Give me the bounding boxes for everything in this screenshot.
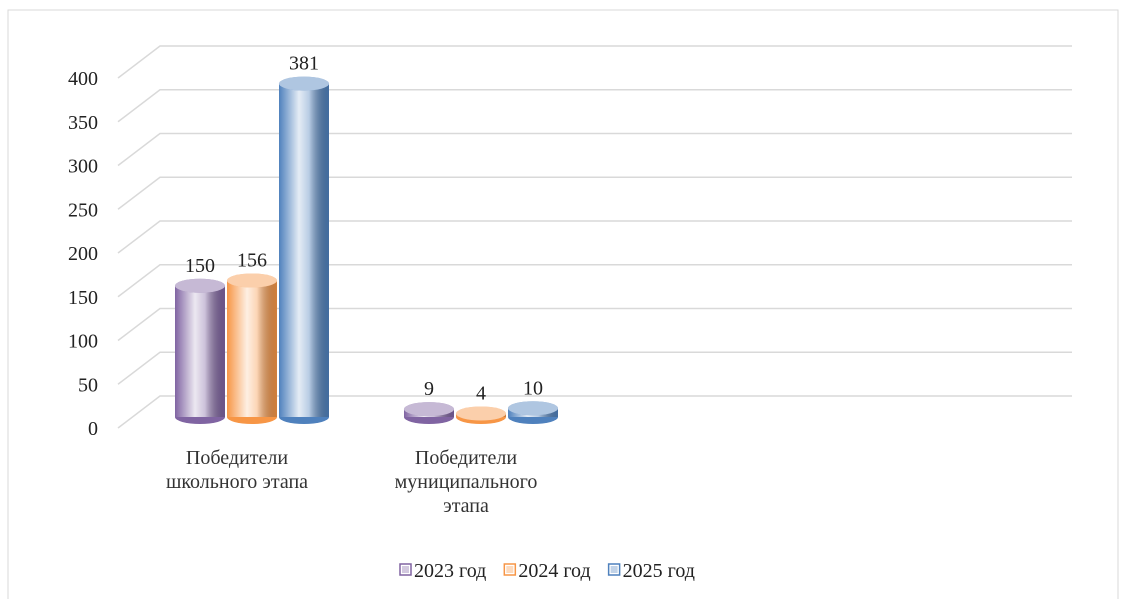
legend-label: 2025 год bbox=[623, 560, 695, 582]
data-label: 150 bbox=[185, 255, 215, 277]
bar-shine bbox=[227, 280, 277, 417]
grid-line bbox=[117, 264, 1072, 298]
cylinder bbox=[227, 273, 277, 424]
grid-line bbox=[117, 45, 1072, 79]
legend-swatch bbox=[503, 563, 517, 576]
bar-top-shine bbox=[456, 406, 506, 421]
y-tick-label: 250 bbox=[68, 199, 98, 221]
y-tick-label: 350 bbox=[68, 112, 98, 134]
y-tick-label: 50 bbox=[78, 374, 98, 396]
grid-line bbox=[117, 176, 1072, 210]
grid-line bbox=[117, 220, 1072, 254]
bar-shine bbox=[175, 285, 225, 417]
y-tick-label: 400 bbox=[68, 68, 98, 90]
grid-line bbox=[117, 307, 1072, 342]
legend-label: 2023 год bbox=[414, 560, 486, 582]
grid-line bbox=[117, 351, 1072, 385]
y-tick-label: 150 bbox=[68, 287, 98, 309]
data-label: 4 bbox=[476, 383, 486, 405]
y-tick-label: 0 bbox=[88, 418, 98, 440]
legend-label: 2024 год bbox=[518, 560, 590, 582]
data-label: 9 bbox=[424, 378, 434, 400]
cylinder bbox=[279, 76, 329, 424]
legend-swatch-fill bbox=[610, 566, 618, 573]
x-tick-label: Победители школьного этапа bbox=[165, 447, 309, 493]
data-label: 156 bbox=[237, 250, 267, 272]
cylinder bbox=[456, 406, 506, 424]
grid-line bbox=[117, 132, 1072, 167]
bar-top-shine bbox=[279, 76, 329, 91]
legend-swatch-fill bbox=[402, 566, 409, 573]
legend-swatch bbox=[607, 563, 621, 576]
x-tick-label: Победители муниципального этапа bbox=[394, 447, 538, 517]
grid-line bbox=[117, 89, 1072, 123]
grid-line bbox=[117, 395, 1072, 429]
data-label: 10 bbox=[523, 377, 543, 399]
legend-swatch bbox=[399, 563, 412, 576]
bar-shine bbox=[279, 83, 329, 417]
data-label: 381 bbox=[289, 53, 319, 75]
chart-border bbox=[7, 9, 1119, 599]
bar-top-shine bbox=[508, 401, 558, 416]
cylinder bbox=[404, 402, 454, 424]
y-tick-label: 300 bbox=[68, 156, 98, 178]
bar-top-shine bbox=[227, 273, 277, 288]
cylinder bbox=[508, 401, 558, 424]
y-tick-label: 100 bbox=[68, 331, 98, 353]
cylinder bbox=[175, 278, 225, 424]
legend-swatch-fill bbox=[506, 566, 514, 573]
bar-top-shine bbox=[175, 278, 225, 293]
y-tick-label: 200 bbox=[68, 243, 98, 265]
bar-top-shine bbox=[404, 402, 454, 417]
